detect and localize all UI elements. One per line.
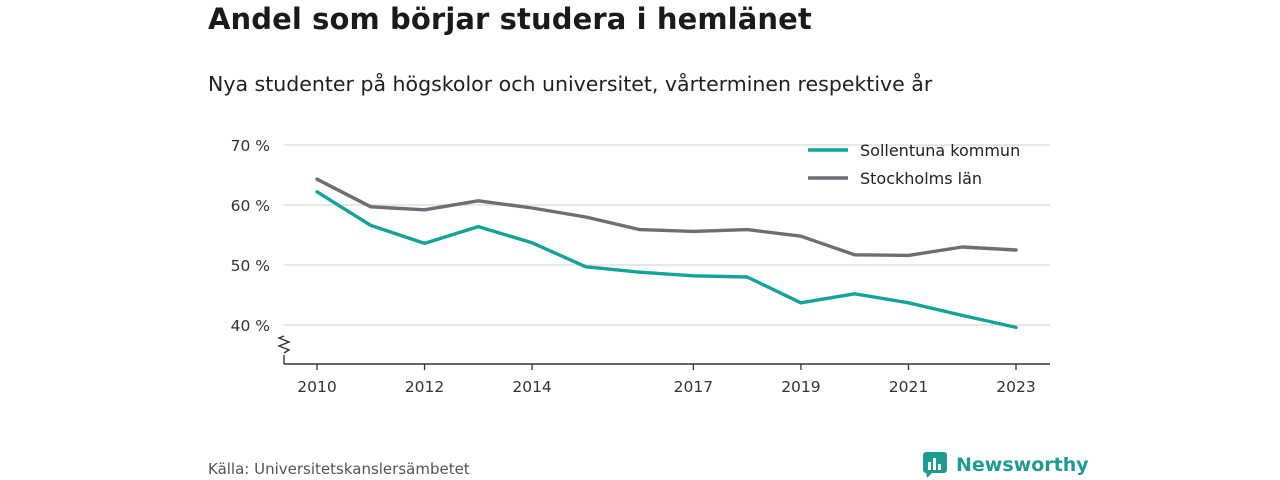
chart-subtitle: Nya studenter på högskolor och universit… xyxy=(208,72,933,96)
y-tick-label: 50 % xyxy=(231,257,270,275)
chart-title: Andel som börjar studera i hemlänet xyxy=(208,2,812,36)
legend-label: Sollentuna kommun xyxy=(860,141,1020,160)
x-tick-label: 2012 xyxy=(405,378,444,396)
x-tick-label: 2021 xyxy=(889,378,928,396)
x-tick-label: 2023 xyxy=(996,378,1035,396)
series-line-stockholms-län xyxy=(315,177,1018,258)
y-tick-label: 70 % xyxy=(231,137,270,155)
x-tick-label: 2014 xyxy=(512,378,551,396)
series-line-sollentuna-kommun xyxy=(315,190,1018,330)
source-note: Källa: Universitetskanslersämbetet xyxy=(208,460,470,478)
brand-logo[interactable]: Newsworthy xyxy=(922,450,1089,480)
x-tick-label: 2019 xyxy=(781,378,820,396)
legend-label: Stockholms län xyxy=(860,169,982,188)
y-tick-label: 60 % xyxy=(231,197,270,215)
newsworthy-logo-icon xyxy=(923,452,947,478)
axis-break-icon xyxy=(277,335,291,354)
brand-name: Newsworthy xyxy=(956,454,1089,476)
x-tick-label: 2010 xyxy=(297,378,336,396)
y-tick-label: 40 % xyxy=(231,317,270,335)
x-tick-label: 2017 xyxy=(674,378,713,396)
